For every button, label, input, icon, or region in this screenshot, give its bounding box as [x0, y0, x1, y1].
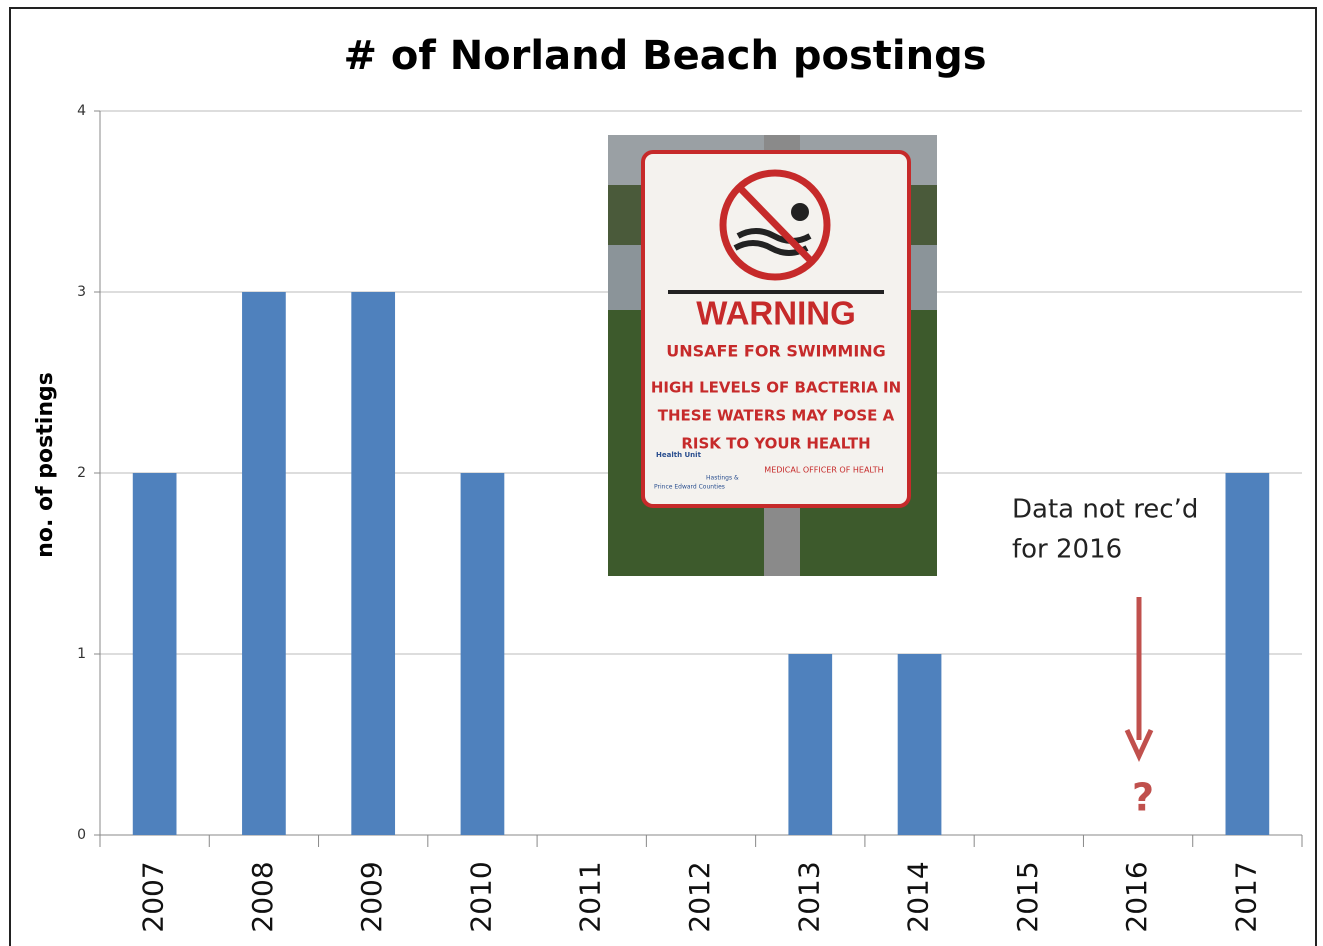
sign-org: Hastings &	[706, 475, 739, 482]
no-swim-icon	[719, 169, 831, 281]
arrow-head	[1124, 728, 1154, 762]
sign-footer: MEDICAL OFFICER OF HEALTH	[764, 466, 883, 475]
bar	[351, 292, 396, 835]
sign-text: HIGH LEVELS OF BACTERIA IN	[651, 379, 901, 397]
x-tick-label: 2009	[355, 861, 388, 932]
sign	[641, 150, 911, 508]
sign-text: UNSAFE FOR SWIMMING	[666, 342, 886, 361]
y-tick-label: 0	[77, 827, 86, 843]
sign-heading: WARNING	[696, 295, 856, 332]
bar	[897, 654, 942, 835]
y-tick-label: 1	[77, 646, 86, 662]
x-tick-label: 2017	[1229, 861, 1262, 932]
bar	[132, 473, 177, 835]
annotation: for 2016	[1012, 535, 1122, 565]
x-tick-label: 2011	[574, 861, 607, 932]
sign-text: THESE WATERS MAY POSE A	[658, 407, 895, 425]
chart-title: # of Norland Beach postings	[343, 33, 986, 79]
swimmer-icon	[791, 203, 809, 221]
annotation: Data not rec’d	[1012, 495, 1198, 525]
slash-icon	[737, 185, 815, 265]
x-tick-label: 2014	[902, 861, 935, 932]
y-tick-label: 4	[77, 103, 86, 119]
bar	[242, 292, 286, 835]
sign-org: Health Unit	[656, 451, 702, 459]
x-tick-label: 2010	[464, 861, 497, 932]
bar	[1225, 473, 1270, 835]
x-tick-label: 2012	[683, 861, 716, 932]
sign-org: Prince Edward Counties	[654, 484, 725, 491]
x-tick-label: 2008	[246, 861, 279, 932]
photo: WARNING UNSAFE FOR SWIMMING HIGH LEVELS …	[608, 135, 937, 576]
bar	[460, 473, 505, 835]
wave-icon	[733, 228, 812, 256]
x-tick-label: 2016	[1120, 861, 1153, 932]
x-tick-label: 2013	[792, 861, 825, 932]
y-tick-label: 2	[77, 465, 86, 481]
y-tick-label: 3	[77, 284, 86, 300]
x-tick-label: 2015	[1011, 861, 1044, 932]
x-tick-label: 2007	[137, 861, 170, 932]
sign-text: RISK TO YOUR HEALTH	[681, 435, 870, 453]
y-axis-label: no. of postings	[33, 372, 58, 558]
bar	[788, 654, 833, 835]
annotation: ?	[1132, 776, 1154, 820]
